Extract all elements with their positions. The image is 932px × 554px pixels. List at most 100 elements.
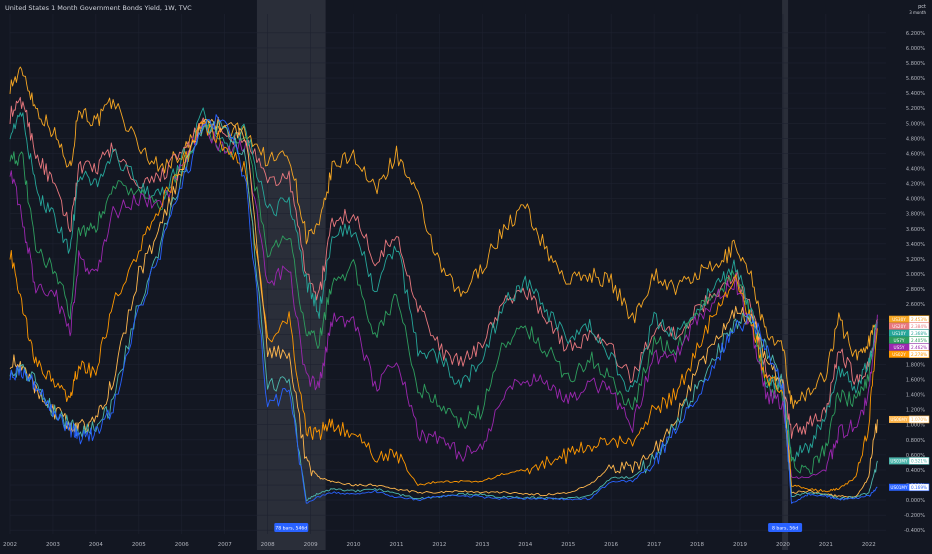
last-value-tag-us5y: US5Y 2.462%: [889, 343, 930, 352]
y-tick-label: 5.800%: [906, 61, 925, 67]
last-value-tag-us06my: US06MY 1.070%: [889, 415, 930, 424]
series-line-us5y[interactable]: [9, 122, 878, 479]
range-label-text: 78 bars, 546d: [275, 526, 307, 532]
y-tick-label: 5.200%: [906, 106, 925, 112]
x-tick-label: 2008: [261, 542, 275, 548]
axis-unit-sub: 3 month: [909, 10, 926, 15]
highlight-band-1: [782, 0, 789, 550]
y-tick-label: 4.000%: [906, 197, 925, 203]
tag-name: US30Y: [892, 317, 906, 322]
tag-value: 2.384%: [911, 324, 927, 329]
series-line-us06my[interactable]: [9, 116, 878, 498]
tag-name-bg: [889, 457, 909, 465]
last-value-tag-us03my: US03MY 0.521%: [889, 457, 930, 465]
tag-name: US02Y: [892, 352, 906, 357]
y-tick-label: 0.000%: [906, 498, 925, 504]
x-tick-label: 2003: [46, 542, 60, 548]
last-value-tag-us02y: US02Y 2.278%: [889, 350, 930, 359]
y-tick-label: 5.600%: [906, 76, 925, 82]
range-label-text: 8 bars, 56d: [772, 526, 798, 532]
tag-value-bg: [908, 415, 930, 424]
y-tick-label: 4.400%: [906, 166, 925, 172]
series-line-us01my[interactable]: [9, 114, 878, 504]
tag-name: US10Y: [892, 331, 906, 336]
last-value-tag-us01my: US01MY 0.169%: [889, 483, 930, 492]
range-label-1: 8 bars, 56d: [768, 523, 803, 532]
tag-name-bg: [889, 343, 909, 351]
x-tick-label: 2015: [561, 542, 575, 548]
y-tick-label: 4.800%: [906, 136, 925, 142]
tag-value: 2.368%: [911, 331, 927, 336]
y-tick-label: 3.200%: [906, 257, 925, 263]
y-tick-label: 4.200%: [906, 182, 925, 188]
series-line-us30y[interactable]: [9, 66, 878, 409]
x-tick-label: 2002: [3, 542, 17, 548]
y-tick-label: 1.800%: [906, 362, 925, 368]
series-line-us03my[interactable]: [9, 120, 878, 501]
x-tick-label: 2006: [175, 542, 189, 548]
range-label-0: 78 bars, 546d: [274, 523, 309, 532]
x-tick-label: 2020: [776, 542, 790, 548]
y-tick-label: 5.400%: [906, 91, 925, 97]
y-tick-label: 0.800%: [906, 438, 925, 444]
x-tick-label: 2013: [475, 542, 489, 548]
x-tick-label: 2018: [690, 542, 704, 548]
y-tick-label: 6.200%: [906, 31, 925, 37]
tag-name-bg: [889, 315, 909, 323]
y-tick-label: 1.000%: [906, 423, 925, 429]
tag-value: 2.453%: [911, 317, 927, 322]
y-tick-label: 3.400%: [906, 242, 925, 248]
x-tick-label: 2019: [733, 542, 747, 548]
last-value-tag-us20y: US20Y 2.384%: [889, 322, 930, 331]
tag-value: 1.070%: [911, 417, 927, 422]
y-tick-label: 0.400%: [906, 468, 925, 474]
tag-value: 2.405%: [911, 338, 927, 343]
x-tick-label: 2009: [304, 542, 318, 548]
x-tick-label: 2016: [604, 542, 618, 548]
axis-unit-label: pct 3 month: [909, 4, 926, 15]
range-label-bg: [274, 523, 309, 532]
y-tick-label: 2.800%: [906, 287, 925, 293]
x-tick-label: 2014: [518, 542, 532, 548]
tag-value-bg: [908, 350, 930, 359]
series-line-us7y[interactable]: [9, 123, 878, 475]
series-line-us10y[interactable]: [9, 107, 878, 462]
tag-value: 0.521%: [911, 459, 927, 464]
tag-value: 0.169%: [911, 485, 927, 490]
x-tick-label: 2021: [819, 542, 833, 548]
tag-value-bg: [908, 457, 930, 465]
tag-value-bg: [908, 483, 930, 492]
range-label-bg: [768, 523, 803, 532]
tag-name-bg: [889, 329, 909, 337]
chart-title: United States 1 Month Government Bonds Y…: [5, 4, 192, 12]
y-tick-label: 1.200%: [906, 408, 925, 414]
series-line-us20y[interactable]: [9, 96, 878, 439]
y-tick-label: 1.600%: [906, 378, 925, 384]
x-tick-label: 2017: [647, 542, 661, 548]
x-tick-label: 2004: [89, 542, 103, 548]
tag-value: 2.278%: [911, 352, 927, 357]
y-tick-label: 0.600%: [906, 453, 925, 459]
series-line-us02y[interactable]: [9, 121, 878, 493]
tag-name: US06MY: [890, 417, 908, 422]
tag-name: US01MY: [890, 485, 908, 490]
tag-name-bg: [889, 350, 909, 358]
x-tick-label: 2010: [347, 542, 361, 548]
tag-name: US5Y: [894, 345, 905, 350]
axis-unit-top: pct: [918, 4, 926, 10]
y-tick-label: 2.600%: [906, 302, 925, 308]
last-value-tag-us10y: US10Y 2.368%: [889, 329, 930, 338]
y-tick-label: 3.600%: [906, 227, 925, 233]
y-tick-label: -0.200%: [904, 513, 925, 519]
tag-name-bg: [889, 483, 909, 491]
x-tick-label: 2007: [218, 542, 232, 548]
tag-name: US7Y: [894, 338, 905, 343]
x-tick-label: 2022: [862, 542, 876, 548]
y-tick-label: 6.000%: [906, 46, 925, 52]
x-tick-label: 2005: [132, 542, 146, 548]
tag-value: 2.462%: [911, 345, 927, 350]
last-value-tag-us30y: US30Y 2.453%: [889, 315, 930, 324]
x-tick-label: 2011: [389, 542, 403, 548]
y-tick-label: 1.400%: [906, 393, 925, 399]
